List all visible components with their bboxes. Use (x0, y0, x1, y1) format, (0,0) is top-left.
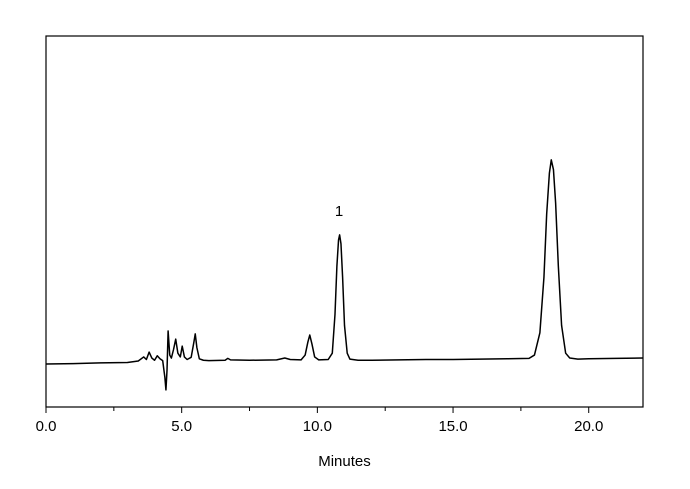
x-tick-label: 0.0 (36, 418, 57, 435)
x-tick-label: 5.0 (171, 418, 192, 435)
x-axis-label: Minutes (318, 453, 371, 470)
x-tick-label: 10.0 (303, 418, 332, 435)
peak-annotation: 1 (335, 203, 343, 220)
x-tick-label: 15.0 (438, 418, 467, 435)
x-tick-label: 20.0 (574, 418, 603, 435)
signal-line (45, 159, 644, 391)
plot-frame (45, 35, 644, 408)
